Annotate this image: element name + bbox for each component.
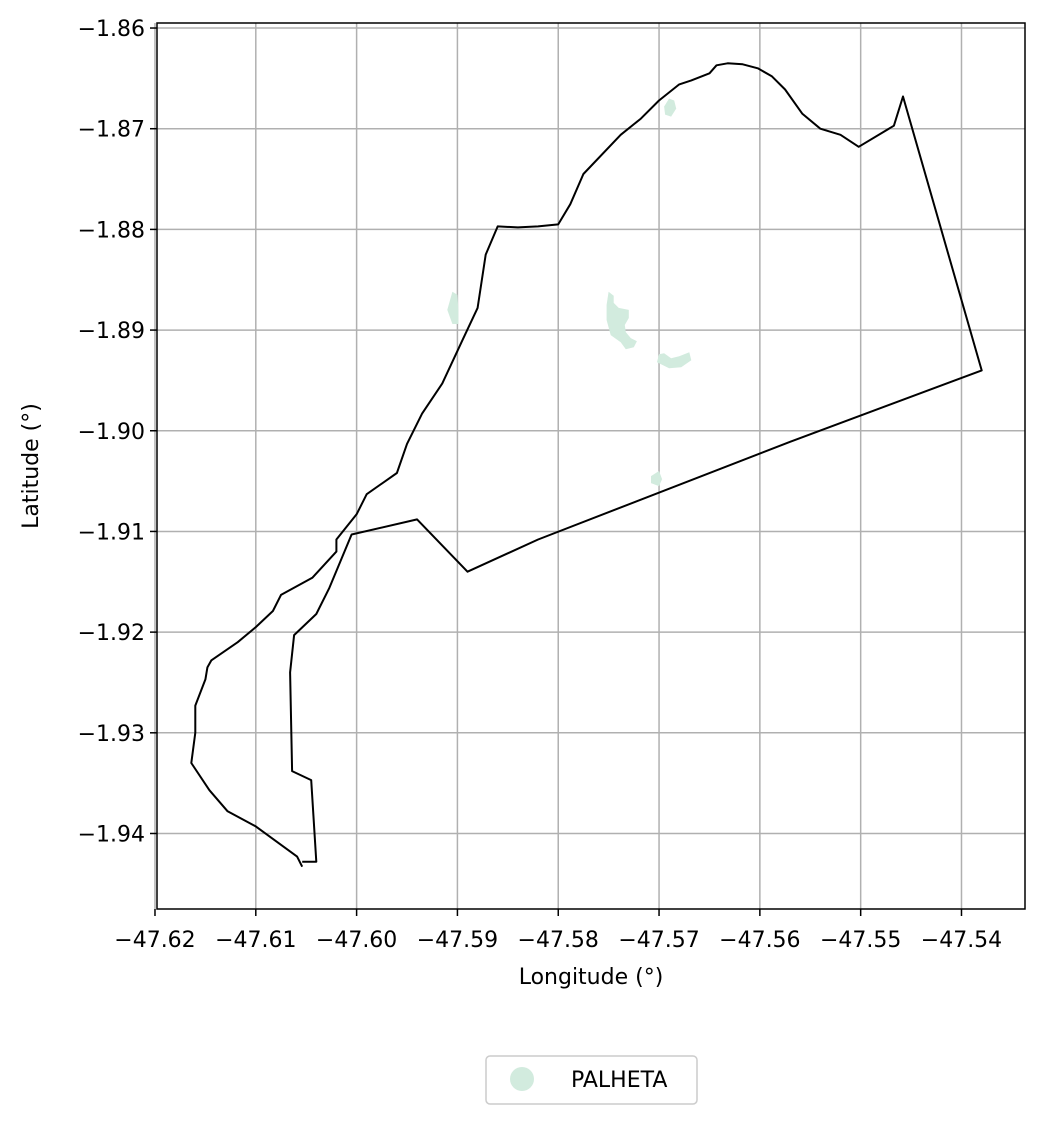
legend-marker-palheta (510, 1067, 534, 1091)
y-axis-title: Latitude (°) (19, 403, 44, 529)
legend: PALHETA (485, 1055, 698, 1105)
x-tick-label: −47.54 (921, 928, 1002, 953)
x-tick-label: −47.61 (215, 928, 296, 953)
palheta-patch (664, 98, 677, 117)
x-tick-label: −47.56 (719, 928, 800, 953)
x-tick-label: −47.60 (316, 928, 397, 953)
palheta-patch (651, 471, 663, 487)
x-tick-label: −47.57 (618, 928, 699, 953)
y-tick-label: −1.92 (78, 621, 145, 646)
y-tick-label: −1.94 (78, 822, 145, 847)
y-tick-label: −1.89 (78, 319, 145, 344)
plot-frame (156, 22, 1026, 910)
palheta-patches (447, 98, 692, 487)
palheta-patch (606, 291, 637, 350)
palheta-patch (447, 291, 459, 324)
boundary-line (190, 62, 983, 868)
x-tick-label: −47.62 (114, 928, 195, 953)
x-tick-label: −47.58 (518, 928, 599, 953)
legend-box (485, 1055, 698, 1105)
y-tick-label: −1.90 (78, 420, 145, 445)
legend-label-palheta: PALHETA (571, 1068, 667, 1093)
y-tick-label: −1.87 (78, 118, 145, 143)
x-tick-label: −47.55 (820, 928, 901, 953)
y-tick-label: −1.91 (78, 520, 145, 545)
y-tick-label: −1.86 (78, 17, 145, 42)
x-axis-title: Longitude (°) (519, 965, 664, 990)
palheta-patch (657, 352, 692, 369)
x-tick-label: −47.59 (417, 928, 498, 953)
axis-ticks: −47.62 −47.61 −47.60 −47.59 −47.58 −47.57 −47.… (78, 17, 1003, 953)
boundary-outline (190, 62, 983, 868)
gridlines (154, 23, 1025, 909)
y-tick-label: −1.88 (78, 218, 145, 243)
y-tick-label: −1.93 (78, 722, 145, 747)
